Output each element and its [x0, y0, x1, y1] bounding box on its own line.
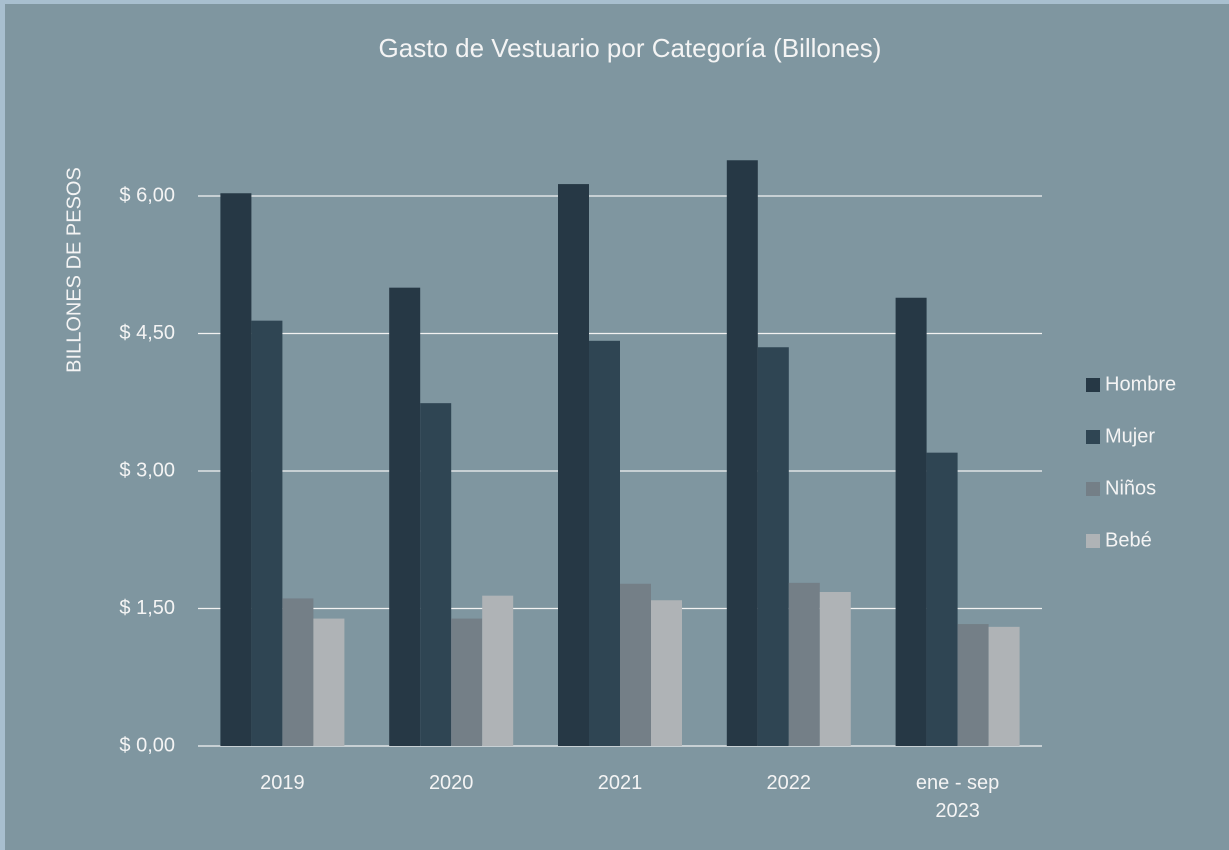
chart-frame: Gasto de Vestuario por Categoría (Billon…	[5, 4, 1229, 850]
legend-swatch	[1086, 534, 1100, 548]
x-tick-label: 2019	[260, 772, 305, 794]
bar	[420, 403, 452, 746]
bar	[313, 618, 345, 746]
x-tick-label: 2021	[597, 772, 643, 794]
x-tick-label: ene - sep 2023	[915, 772, 1000, 822]
bar	[651, 600, 682, 746]
bar	[926, 452, 958, 746]
legend-swatch	[1086, 378, 1100, 392]
y-tick-label: $ 1,50	[119, 597, 175, 619]
bar	[620, 583, 651, 746]
bar	[819, 592, 851, 746]
bar	[895, 297, 927, 746]
bar	[282, 598, 314, 746]
bar	[451, 618, 483, 746]
legend-label: Bebé	[1105, 529, 1152, 551]
x-tick-label: 2020	[428, 772, 474, 794]
y-axis-label: BILLONES DE PESOS	[63, 167, 85, 373]
bar	[957, 624, 989, 746]
legend-swatch	[1086, 430, 1100, 444]
x-tick-label: 2022	[766, 772, 812, 794]
bar	[251, 320, 283, 746]
bar	[589, 340, 620, 746]
legend-swatch	[1086, 482, 1100, 496]
legend-label: Mujer	[1105, 425, 1155, 447]
bar	[482, 595, 514, 746]
bar	[726, 160, 758, 746]
legend-label: Niños	[1105, 477, 1156, 499]
y-tick-label: $ 4,50	[119, 322, 175, 344]
bar	[988, 626, 1020, 746]
legend-label: Hombre	[1105, 373, 1176, 395]
y-tick-label: $ 6,00	[119, 184, 175, 206]
chart-title: Gasto de Vestuario por Categoría (Billon…	[379, 33, 882, 63]
y-tick-label: $ 3,00	[119, 459, 175, 481]
y-tick-label: $ 0,00	[119, 734, 175, 756]
chart: Gasto de Vestuario por Categoría (Billon…	[63, 33, 1176, 756]
bar	[389, 287, 421, 746]
bar	[757, 347, 789, 746]
bar	[558, 184, 589, 747]
bar	[220, 193, 252, 746]
bar	[788, 582, 820, 746]
